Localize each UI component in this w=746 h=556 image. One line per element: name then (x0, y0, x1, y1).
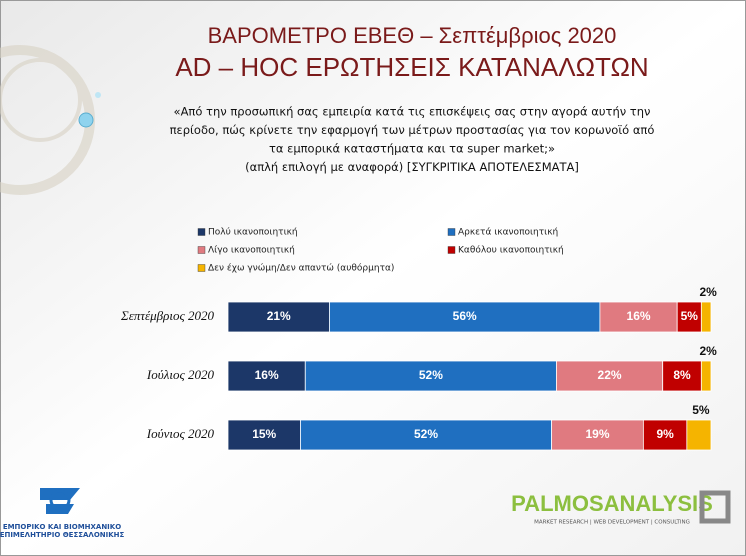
question: τα εμπορικά καταστήματα και τα super mar… (269, 142, 555, 156)
category-label: Ιούνιος 2020 (146, 426, 215, 441)
value-label: 16% (255, 368, 279, 382)
legend-swatch (197, 228, 206, 236)
value-label: 52% (419, 368, 443, 382)
logo-text: ΕΠΙΜΕΛΗΤΗΡΙΟ ΘΕΣΣΑΛΟΝΙΚΗΣ (0, 531, 125, 539)
legend-swatch (447, 246, 456, 254)
legend-swatch (197, 246, 206, 254)
title: ΒΑΡΟΜΕΤΡΟ ΕΒΕΘ – Σεπτέμβριος 2020 (208, 23, 617, 48)
value-label: 19% (585, 427, 609, 441)
bar-segment (304, 360, 557, 392)
question: (απλή επιλογή με αναφορά) [ΣΥΓΚΡΙΤΙΚΑ ΑΠ… (245, 160, 579, 174)
value-label: 56% (453, 309, 477, 323)
logo-left (40, 488, 80, 514)
bar-segment (662, 360, 702, 392)
bar-segment (551, 419, 644, 451)
value-label: 5% (681, 309, 699, 323)
bar-segment (227, 360, 306, 392)
legend-label: Λίγο ικανοποιητική (208, 246, 295, 256)
value-label: 2% (699, 344, 717, 358)
legend-swatch (447, 228, 456, 236)
logo-mark (699, 490, 731, 524)
value-label: 22% (598, 368, 622, 382)
value-label: 8% (673, 368, 691, 382)
bubble (78, 112, 94, 128)
bar-segment (556, 360, 664, 392)
bubble (95, 92, 101, 98)
logo-text: ΕΜΠΟΡΙΚΟ ΚΑΙ ΒΙΟΜΗΧΑΝΙΚΟ (3, 523, 121, 531)
value-label: 2% (699, 285, 717, 299)
subtitle: AD – HOC ΕΡΩΤΗΣΕΙΣ ΚΑΤΑΝΑΛΩΤΩΝ (175, 52, 648, 82)
value-label: 16% (627, 309, 651, 323)
bar-segment (686, 419, 712, 451)
bar-segment (700, 301, 712, 333)
legend-label: Δεν έχω γνώμη/Δεν απαντώ (αυθόρμητα) (208, 263, 394, 274)
value-label: 9% (656, 427, 674, 441)
legend-label: Πολύ ικανοποιητική (208, 227, 298, 238)
logo-text: PALMOSANALYSIS (511, 491, 713, 516)
legend-swatch (197, 264, 206, 272)
question: «Από την προσωπική σας εμπειρία κατά τις… (174, 105, 651, 119)
category-label: Ιούλιος 2020 (146, 367, 215, 382)
value-label: 21% (267, 309, 291, 323)
logo-text: MARKET RESEARCH | WEB DEVELOPMENT | CONS… (534, 520, 690, 526)
legend-label: Αρκετά ικανοποιητική (458, 228, 558, 238)
legend-label: Καθόλου ικανοποιητική (458, 245, 564, 256)
bar-segment (676, 301, 702, 333)
bar-segment (700, 360, 712, 392)
bar-segment (227, 419, 301, 451)
bar-segment (227, 301, 330, 333)
category-label: Σεπτέμβριος 2020 (120, 308, 215, 323)
question: περίοδο, πώς κρίνετε την εφαρμογή των μέ… (170, 123, 655, 137)
value-label: 5% (692, 403, 710, 417)
bar-segment (642, 419, 688, 451)
value-label: 52% (414, 427, 438, 441)
value-label: 15% (252, 427, 276, 441)
bar-segment (300, 419, 553, 451)
